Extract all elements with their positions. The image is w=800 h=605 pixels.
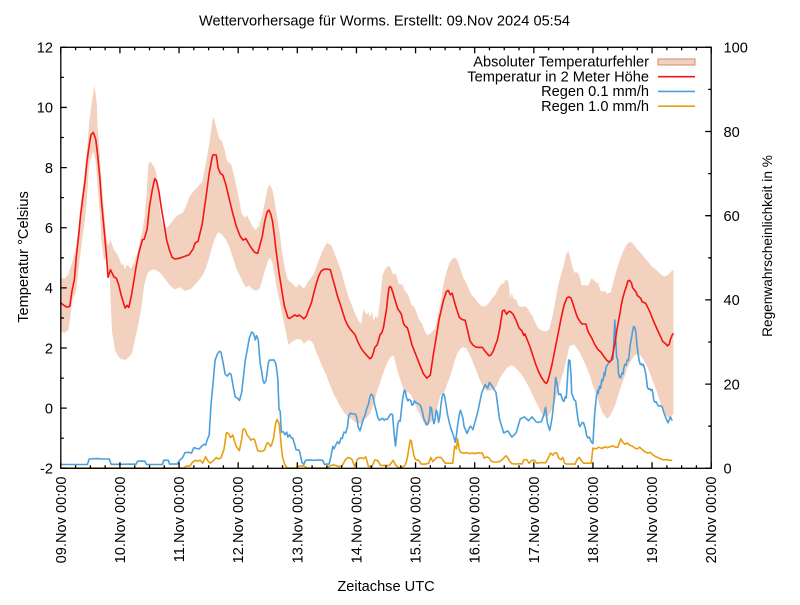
svg-text:2: 2 <box>45 341 53 357</box>
svg-text:15.Nov 00:00: 15.Nov 00:00 <box>409 477 425 564</box>
svg-text:0: 0 <box>45 402 53 418</box>
svg-text:Absoluter Temperaturfehler: Absoluter Temperaturfehler <box>473 55 649 71</box>
svg-text:17.Nov 00:00: 17.Nov 00:00 <box>527 477 543 564</box>
svg-text:10: 10 <box>37 101 53 117</box>
svg-text:100: 100 <box>724 41 748 57</box>
svg-text:Zeitachse UTC: Zeitachse UTC <box>337 579 434 595</box>
svg-text:12.Nov 00:00: 12.Nov 00:00 <box>231 477 247 564</box>
svg-text:14.Nov 00:00: 14.Nov 00:00 <box>349 477 365 564</box>
svg-text:Temperatur °Celsius: Temperatur °Celsius <box>16 191 32 323</box>
svg-text:60: 60 <box>724 209 740 225</box>
svg-text:10.Nov 00:00: 10.Nov 00:00 <box>113 477 129 564</box>
svg-text:Wettervorhersage für Worms. Er: Wettervorhersage für Worms. Erstellt: 09… <box>199 14 570 30</box>
svg-text:18.Nov 00:00: 18.Nov 00:00 <box>586 477 602 564</box>
svg-text:20.Nov 00:00: 20.Nov 00:00 <box>704 477 720 564</box>
svg-text:0: 0 <box>724 462 732 478</box>
svg-text:80: 80 <box>724 125 740 141</box>
svg-text:19.Nov 00:00: 19.Nov 00:00 <box>645 477 661 564</box>
svg-text:13.Nov 00:00: 13.Nov 00:00 <box>290 477 306 564</box>
svg-text:Regenwahrscheinlichkeit in %: Regenwahrscheinlichkeit in % <box>760 155 775 337</box>
svg-text:-2: -2 <box>40 462 53 478</box>
svg-text:Regen 0.1 mm/h: Regen 0.1 mm/h <box>541 84 649 100</box>
svg-text:16.Nov 00:00: 16.Nov 00:00 <box>468 477 484 564</box>
svg-text:12: 12 <box>37 41 53 57</box>
svg-text:8: 8 <box>45 161 53 177</box>
svg-text:4: 4 <box>45 281 53 297</box>
svg-text:Regen 1.0 mm/h: Regen 1.0 mm/h <box>541 99 649 115</box>
svg-text:6: 6 <box>45 221 53 237</box>
svg-text:11.Nov 00:00: 11.Nov 00:00 <box>172 477 188 563</box>
svg-text:09.Nov 00:00: 09.Nov 00:00 <box>54 477 70 564</box>
svg-text:20: 20 <box>724 377 740 393</box>
svg-text:40: 40 <box>724 293 740 309</box>
svg-text:Temperatur in 2 Meter Höhe: Temperatur in 2 Meter Höhe <box>467 69 649 85</box>
